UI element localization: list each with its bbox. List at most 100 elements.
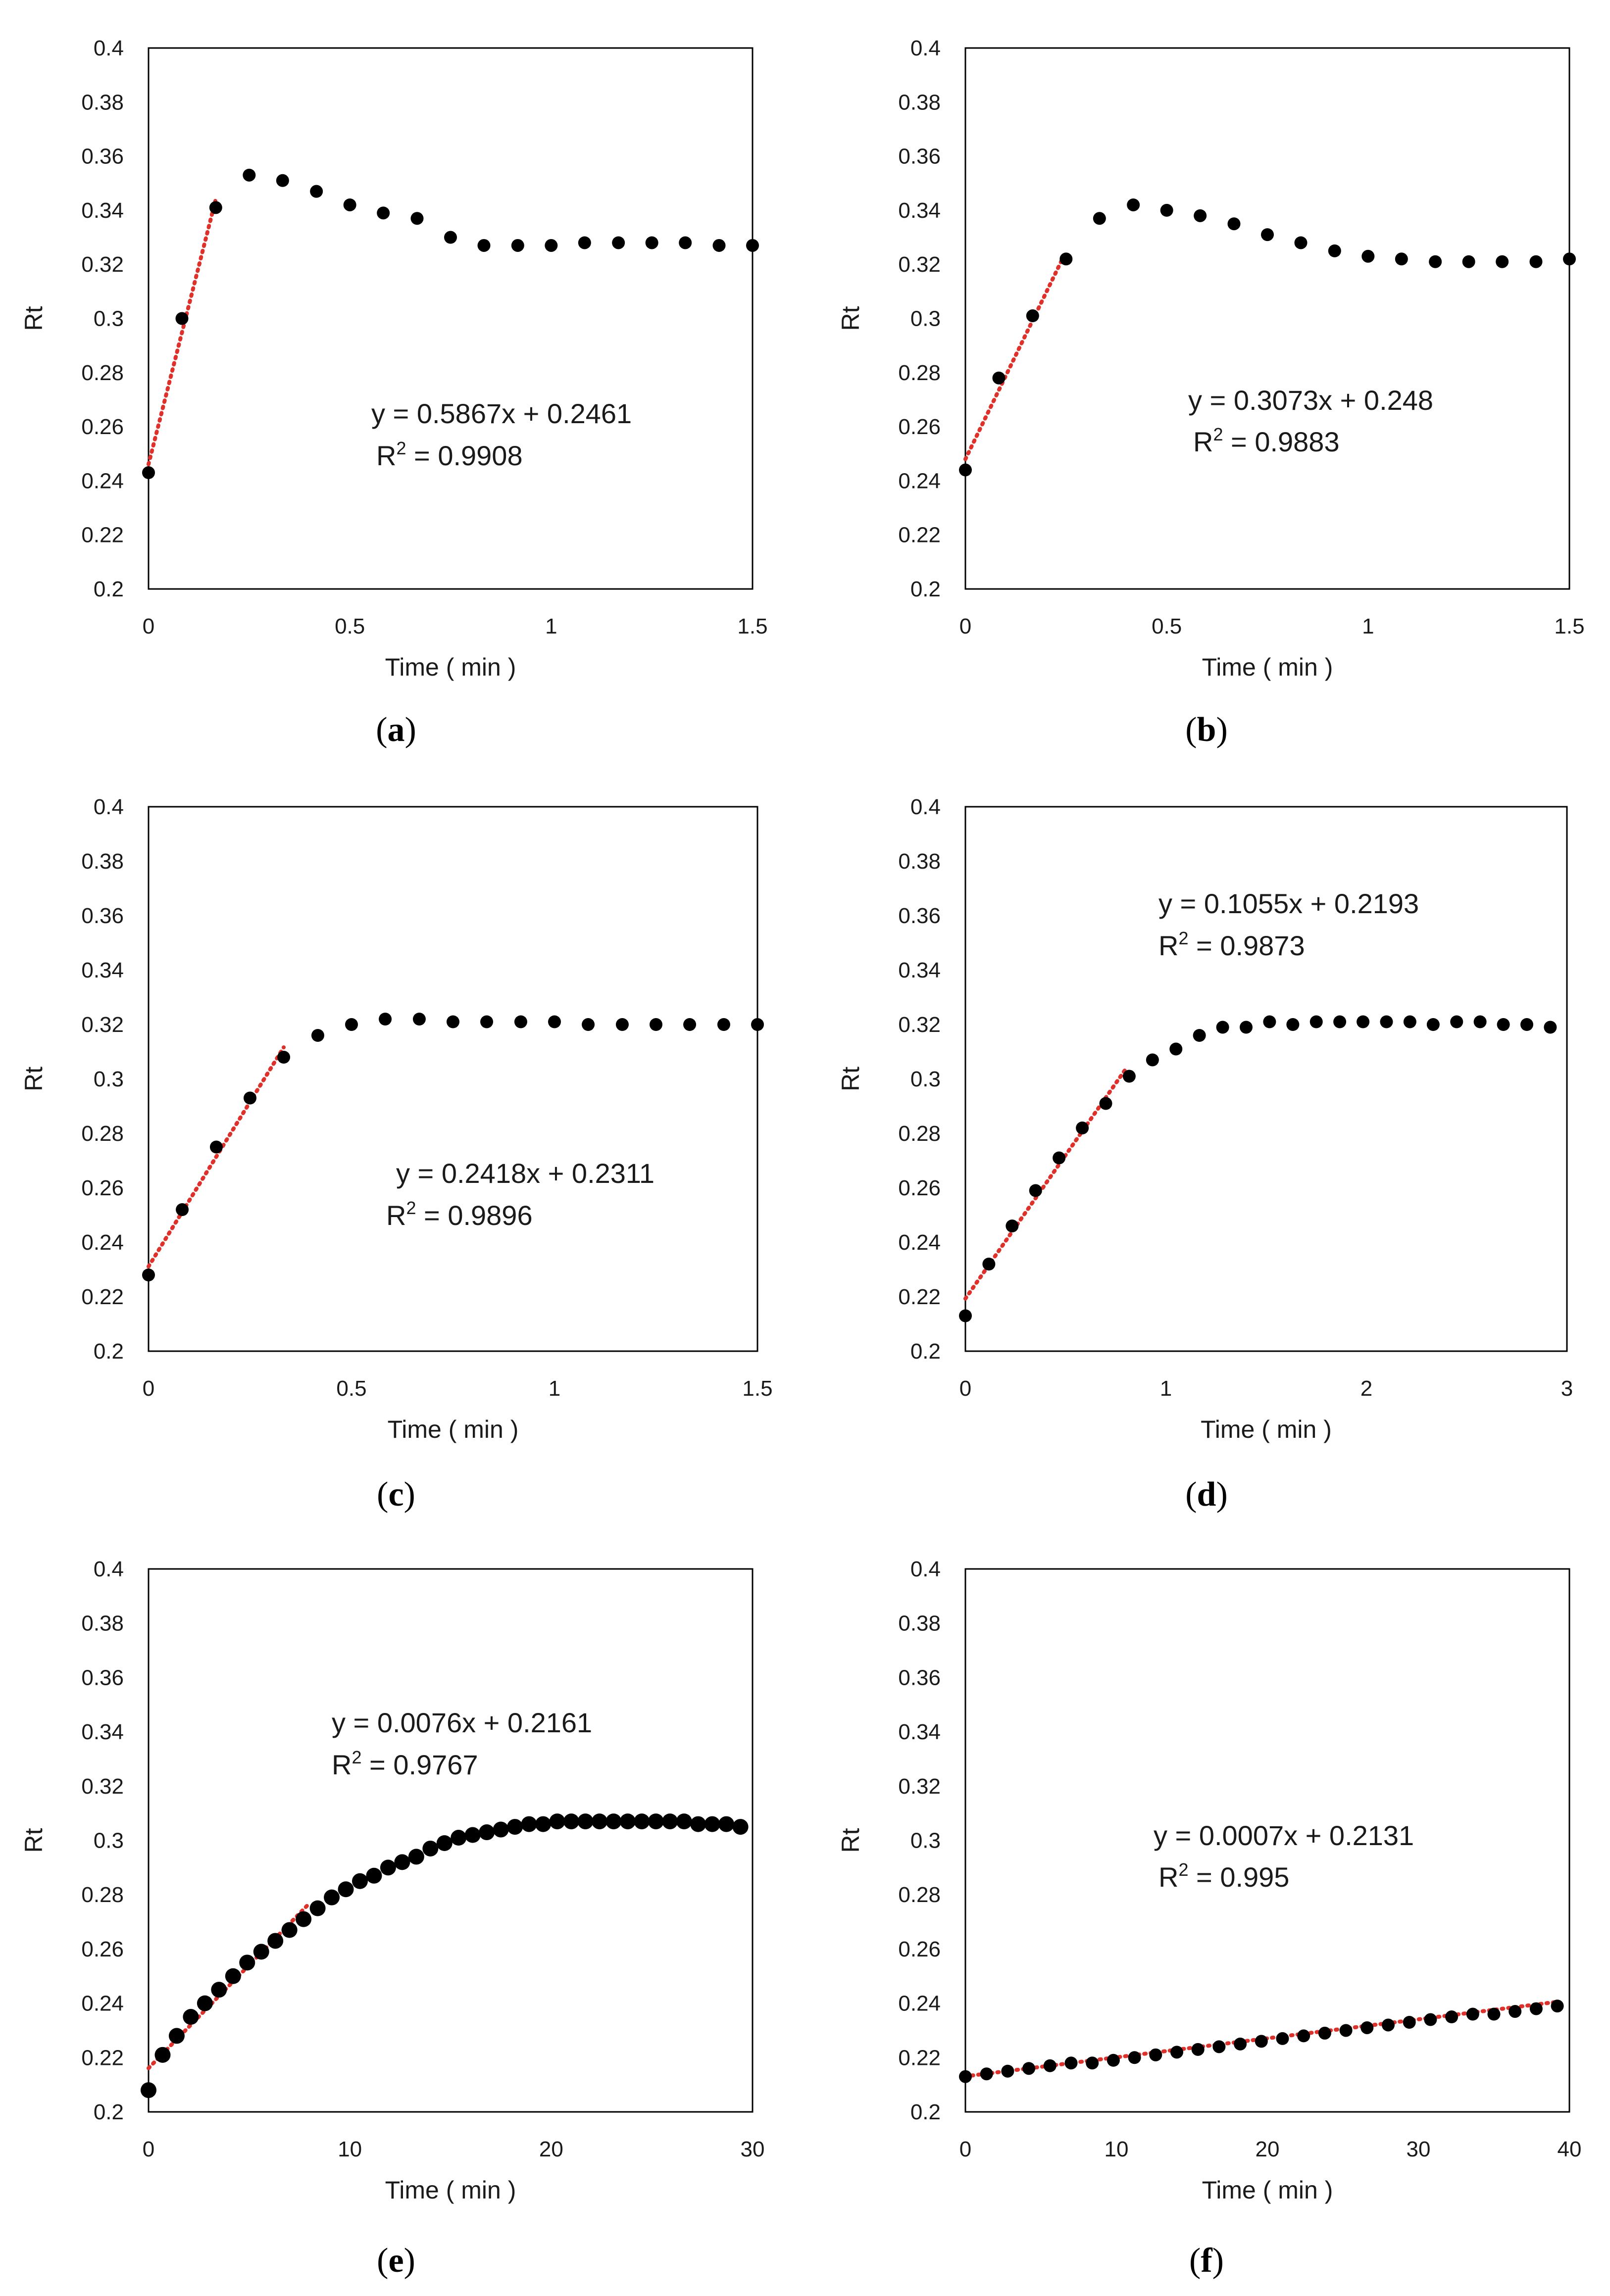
data-point	[959, 463, 972, 477]
data-point	[1529, 255, 1543, 268]
data-point	[1053, 1151, 1066, 1165]
y-tick-label: 0.36	[898, 904, 941, 928]
data-point	[1170, 2046, 1183, 2059]
data-point	[1429, 255, 1442, 268]
y-tick-label: 0.34	[81, 1720, 124, 1744]
data-point	[619, 1813, 636, 1830]
x-tick-label: 0.5	[1152, 614, 1182, 638]
trend-line	[147, 1045, 286, 1269]
panel-caption: (a)	[376, 711, 416, 749]
y-axis-label: Rt	[837, 1828, 864, 1853]
caption-paren-close: )	[404, 1475, 415, 1514]
data-point	[1022, 2062, 1036, 2075]
data-point	[239, 1954, 255, 1971]
data-point	[1107, 2053, 1120, 2067]
x-axis-label: Time ( min )	[385, 2176, 516, 2204]
caption-paren-close: )	[1212, 2242, 1224, 2280]
data-point	[1403, 2015, 1416, 2029]
y-tick-label: 0.3	[94, 1067, 124, 1091]
y-tick-label: 0.4	[94, 1557, 124, 1581]
y-tick-label: 0.32	[81, 1013, 124, 1037]
caption-paren-close: )	[1216, 1475, 1227, 1514]
data-point	[545, 239, 558, 252]
data-point	[281, 1922, 298, 1938]
data-point	[310, 185, 323, 198]
caption-letter: a	[388, 711, 405, 749]
data-point	[211, 1982, 227, 1998]
superscript-two: 2	[1178, 928, 1188, 948]
chart-panel-e: 0.2 0.22 0.24 0.26 0.28 0.3 0.32 0.34 0.36 0.38 0.…	[20, 1557, 764, 2280]
data-point	[718, 1816, 735, 1832]
r-letter: R	[1158, 1861, 1178, 1893]
data-point	[379, 1013, 392, 1026]
y-tick-label: 0.22	[81, 2046, 124, 2070]
trend-equation: y = 0.0076x + 0.2161	[332, 1707, 592, 1738]
superscript-two: 2	[1213, 424, 1223, 444]
x-tick-label: 1	[1362, 614, 1374, 638]
trend-line	[963, 249, 1068, 461]
y-tick-label: 0.36	[898, 145, 941, 169]
data-point	[444, 231, 457, 244]
y-tick-label: 0.2	[94, 1339, 124, 1364]
y-tick-label: 0.22	[898, 523, 941, 547]
data-point	[338, 1881, 354, 1898]
data-point	[1487, 2007, 1501, 2021]
data-point	[1473, 1015, 1487, 1028]
y-tick-label: 0.32	[898, 1774, 941, 1799]
y-tick-label: 0.32	[898, 252, 941, 277]
y-tick-label: 0.24	[898, 1230, 941, 1255]
x-axis-label: Time ( min )	[1202, 653, 1333, 681]
caption-letter: c	[388, 1475, 403, 1514]
y-tick-label: 0.28	[81, 1883, 124, 1907]
data-point	[243, 168, 256, 182]
caption-letter: e	[388, 2242, 403, 2280]
caption-paren-open: (	[1185, 1475, 1197, 1514]
data-point	[1026, 309, 1039, 323]
y-tick-label: 0.36	[81, 904, 124, 928]
r-squared-value: 0.9873	[1220, 930, 1305, 961]
data-point	[514, 1015, 527, 1028]
panel-caption: (e)	[377, 2242, 415, 2280]
y-tick-label: 0.26	[81, 1176, 124, 1200]
trend-equation: y = 0.0007x + 0.2131	[1154, 1820, 1414, 1851]
y-tick-label: 0.22	[81, 1285, 124, 1309]
data-point	[1333, 1015, 1347, 1028]
data-point	[343, 198, 356, 211]
y-tick-label: 0.2	[94, 2100, 124, 2124]
data-point	[1297, 2029, 1310, 2043]
y-tick-label: 0.3	[910, 307, 941, 331]
y-tick-label: 0.22	[898, 2046, 941, 2070]
y-tick-label: 0.2	[94, 577, 124, 601]
data-point	[1563, 252, 1576, 266]
x-tick-label: 20	[1256, 2137, 1280, 2161]
trend-equation: y = 0.1055x + 0.2193	[1158, 888, 1419, 919]
data-point	[1216, 1021, 1229, 1034]
r-squared-value: 0.9883	[1255, 426, 1339, 457]
data-point	[605, 1813, 622, 1830]
superscript-two: 2	[406, 1198, 416, 1218]
data-point	[959, 1309, 972, 1322]
y-tick-label: 0.28	[898, 361, 941, 385]
data-point	[1466, 2007, 1479, 2021]
x-tick-label: 40	[1558, 2137, 1582, 2161]
data-point	[1294, 236, 1308, 249]
data-point	[1093, 212, 1106, 225]
plot-frame	[964, 47, 1570, 590]
data-point	[142, 466, 155, 480]
y-tick-label: 0.38	[81, 90, 124, 114]
caption-paren-open: (	[377, 2242, 388, 2280]
data-point	[511, 239, 524, 252]
y-tick-label: 0.34	[898, 958, 941, 982]
caption-letter: b	[1197, 711, 1216, 749]
data-point	[410, 212, 424, 225]
y-tick-label: 0.28	[81, 1122, 124, 1146]
y-tick-label: 0.34	[81, 198, 124, 223]
x-tick-label: 0	[143, 614, 154, 638]
data-point	[1380, 1015, 1393, 1028]
r-squared-label: R2 = 0.9883	[1193, 424, 1340, 457]
trend-line	[147, 197, 218, 467]
x-tick-label: 0.5	[335, 614, 365, 638]
data-point	[1160, 203, 1173, 217]
data-point	[1497, 1018, 1510, 1031]
data-point	[1127, 198, 1140, 211]
